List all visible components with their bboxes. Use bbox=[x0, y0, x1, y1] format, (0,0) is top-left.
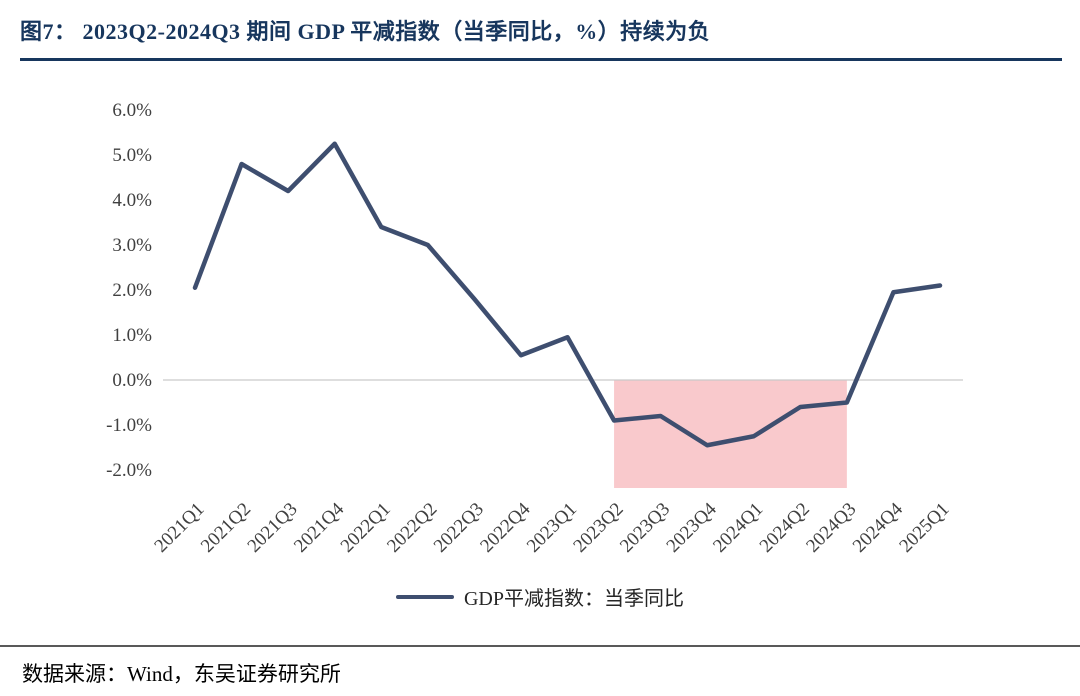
x-tick-label: 2021Q2 bbox=[197, 499, 255, 557]
figure-header: 图7： 2023Q2-2024Q3 期间 GDP 平减指数（当季同比，%）持续为… bbox=[20, 14, 1062, 61]
x-tick-label: 2022Q4 bbox=[476, 498, 534, 556]
legend-label: GDP平减指数：当季同比 bbox=[463, 588, 684, 610]
x-tick-label: 2022Q2 bbox=[383, 499, 441, 557]
x-tick-label: 2024Q2 bbox=[756, 499, 814, 557]
y-tick-label: -1.0% bbox=[106, 415, 152, 436]
y-tick-label: 4.0% bbox=[112, 190, 152, 211]
y-tick-label: 0.0% bbox=[112, 370, 152, 391]
footer-divider bbox=[0, 645, 1080, 647]
x-tick-label: 2022Q1 bbox=[337, 499, 395, 557]
x-tick-label: 2021Q3 bbox=[244, 499, 302, 557]
y-tick-label: 5.0% bbox=[112, 145, 152, 166]
y-tick-label: 1.0% bbox=[112, 325, 152, 346]
x-tick-label: 2022Q3 bbox=[430, 499, 488, 557]
legend: GDP平减指数：当季同比 bbox=[0, 582, 1080, 611]
x-tick-label: 2023Q3 bbox=[616, 499, 674, 557]
data-source-text: 数据来源：Wind，东吴证券研究所 bbox=[22, 662, 341, 686]
y-tick-label: 3.0% bbox=[112, 235, 152, 256]
x-tick-label: 2024Q3 bbox=[802, 499, 860, 557]
x-tick-label: 2025Q1 bbox=[895, 499, 953, 557]
gdp-deflator-line bbox=[192, 141, 943, 448]
x-tick-label: 2021Q1 bbox=[150, 499, 208, 557]
highlight-region-negative-period bbox=[614, 380, 847, 488]
x-tick-label: 2023Q4 bbox=[663, 498, 721, 556]
y-tick-label: 2.0% bbox=[112, 280, 152, 301]
x-tick-label: 2021Q4 bbox=[290, 498, 348, 556]
legend-line-swatch bbox=[395, 594, 454, 599]
x-tick-label: 2024Q1 bbox=[709, 499, 767, 557]
gdp-deflator-chart: 6.0% 5.0% 4.0% 3.0% 2.0% 1.0% 0.0% -1.0% -2.0% 20… bbox=[106, 100, 963, 557]
figure-title: 图7： 2023Q2-2024Q3 期间 GDP 平减指数（当季同比，%）持续为… bbox=[20, 19, 711, 44]
y-tick-label: -2.0% bbox=[106, 460, 152, 481]
x-tick-label: 2023Q1 bbox=[523, 499, 581, 557]
x-tick-label: 2024Q4 bbox=[849, 498, 907, 556]
y-tick-label: 6.0% bbox=[112, 100, 152, 121]
x-tick-label: 2023Q2 bbox=[569, 499, 627, 557]
